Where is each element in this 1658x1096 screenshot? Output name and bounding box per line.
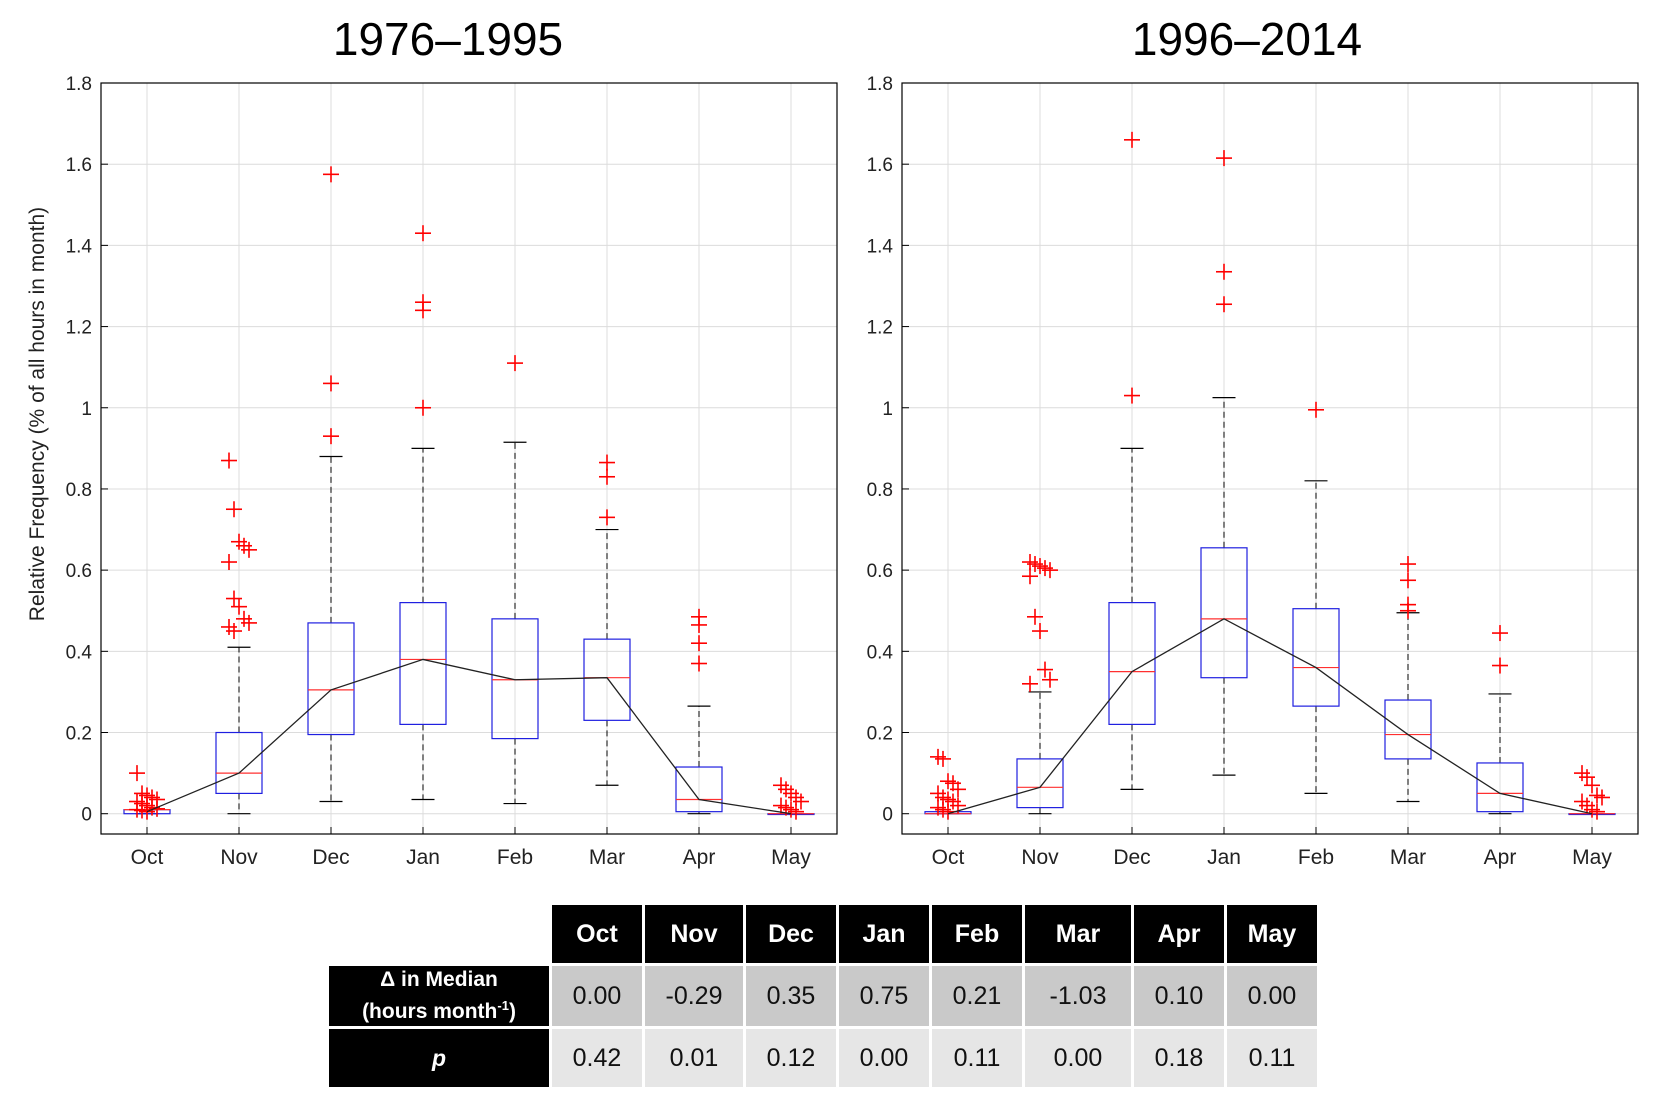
panel2-y-tick-label: 1.4	[867, 236, 894, 257]
panel2-box	[1384, 699, 1432, 760]
panel1-median-trend-line	[146, 658, 792, 815]
panel2-x-tick-label: Jan	[1207, 846, 1241, 869]
panel2-x-tick-label: Dec	[1113, 846, 1150, 869]
panel1-x-tick-label: Nov	[220, 846, 258, 869]
table-cell: 0.00	[1025, 1029, 1131, 1087]
panel2-median-trend-line	[947, 618, 1593, 815]
panel2-box	[1108, 602, 1156, 725]
table-cell: 0.00	[839, 1029, 929, 1087]
table-row-p: p 0.42 0.01 0.12 0.00 0.11 0.00 0.18 0.1…	[329, 1029, 1317, 1087]
table-cell: -1.03	[1025, 966, 1131, 1026]
table-cell: 0.00	[552, 966, 642, 1026]
row-header-delta-median: Δ in Median (hours month-1)	[329, 966, 549, 1026]
row-label-unit: (hours month	[362, 1000, 498, 1023]
panel2-box	[1292, 608, 1340, 707]
row-label-close: )	[508, 1000, 516, 1023]
panel2-x-tick-label: May	[1572, 846, 1612, 869]
panel1-x-tick-label: Jan	[406, 846, 440, 869]
panel1-box	[215, 731, 263, 795]
col-header: Mar	[1025, 905, 1131, 963]
table-header-row: Oct Nov Dec Jan Feb Mar Apr May	[329, 905, 1317, 963]
panel1-y-tick-label: 1.6	[66, 155, 92, 176]
col-header: Feb	[932, 905, 1022, 963]
panel1-y-tick-label: 1	[81, 399, 92, 420]
col-header: Dec	[746, 905, 836, 963]
panel1-x-tick-label: Apr	[683, 846, 716, 869]
row-label-sup: -1	[497, 998, 509, 1013]
col-header: Oct	[552, 905, 642, 963]
table-corner	[329, 905, 549, 963]
panel1-box	[583, 638, 631, 721]
col-header: Apr	[1134, 905, 1224, 963]
panel1-x-tick-label: Oct	[131, 846, 164, 869]
panel2-y-tick-label: 0.4	[867, 642, 894, 663]
row-header-p: p	[329, 1029, 549, 1087]
panel1-axes-frame	[100, 82, 838, 835]
panel2-y-tick-label: 1.8	[867, 74, 893, 95]
panel2-x-tick-label: Oct	[932, 846, 965, 869]
stats-table: Oct Nov Dec Jan Feb Mar Apr May Δ in Med…	[326, 902, 1320, 1090]
chart-title-left: 1976–1995	[332, 13, 564, 65]
table-cell: 0.11	[1227, 1029, 1317, 1087]
chart-title-right: 1996–2014	[1131, 13, 1363, 65]
panel1-y-tick-label: 1.4	[66, 236, 93, 257]
panel2-y-tick-label: 0.2	[867, 724, 893, 745]
panel2-x-tick-label: Feb	[1298, 846, 1334, 869]
panel1-y-tick-label: 0.4	[66, 642, 93, 663]
panel1-x-tick-label: Dec	[312, 846, 349, 869]
panel1-y-tick-label: 1.8	[66, 74, 92, 95]
panel2-x-tick-label: Apr	[1484, 846, 1517, 869]
table-cell: 0.35	[746, 966, 836, 1026]
panel1-box	[399, 602, 447, 725]
table-cell: 0.11	[932, 1029, 1022, 1087]
panel2-y-tick-label: 0.8	[867, 480, 893, 501]
panel2-y-tick-label: 0.6	[867, 561, 893, 582]
table-cell: 0.12	[746, 1029, 836, 1087]
panel2-box	[1200, 547, 1248, 679]
panel2-box	[1016, 758, 1064, 809]
panel1-box	[675, 766, 723, 813]
panel2-y-tick-label: 0	[882, 805, 893, 826]
panel2-y-tick-label: 1	[882, 399, 893, 420]
table-cell: 0.18	[1134, 1029, 1224, 1087]
table-cell: -0.29	[645, 966, 743, 1026]
panel2-x-tick-label: Mar	[1390, 846, 1426, 869]
panel1-x-tick-label: May	[771, 846, 811, 869]
panel1-y-tick-label: 0	[81, 805, 92, 826]
col-header: Jan	[839, 905, 929, 963]
panel1-y-tick-label: 0.6	[66, 561, 92, 582]
row-label-main: Δ in Median	[380, 968, 498, 991]
col-header: Nov	[645, 905, 743, 963]
panel2-x-tick-label: Nov	[1021, 846, 1059, 869]
col-header: May	[1227, 905, 1317, 963]
table-row-delta-median: Δ in Median (hours month-1) 0.00 -0.29 0.…	[329, 966, 1317, 1026]
table-cell: 0.10	[1134, 966, 1224, 1026]
y-axis-label: Relative Frequency (% of all hours in mo…	[26, 206, 49, 622]
panel2-y-tick-label: 1.6	[867, 155, 893, 176]
panel1-box	[307, 622, 355, 736]
table-cell: 0.42	[552, 1029, 642, 1087]
table-cell: 0.21	[932, 966, 1022, 1026]
panel1-x-tick-label: Feb	[497, 846, 533, 869]
panel2-axes-frame	[901, 82, 1639, 835]
panel1-x-tick-label: Mar	[589, 846, 625, 869]
box-plots: 0 0.2 0.4 0.6 0.8 1 1.2 1.4 1.6 1.8 Oct Nov Dec Jan Fe…	[66, 74, 1639, 869]
table-cell: 0.00	[1227, 966, 1317, 1026]
charts-area: 1976–1995 1996–2014 Relative Frequency (…	[26, 13, 1639, 869]
panel1-y-tick-label: 0.8	[66, 480, 92, 501]
table-cell: 0.75	[839, 966, 929, 1026]
panel2-y-tick-label: 1.2	[867, 318, 893, 339]
panel2-box	[1476, 762, 1524, 813]
panel1-y-tick-label: 1.2	[66, 318, 92, 339]
panel1-y-tick-label: 0.2	[66, 724, 92, 745]
table-cell: 0.01	[645, 1029, 743, 1087]
